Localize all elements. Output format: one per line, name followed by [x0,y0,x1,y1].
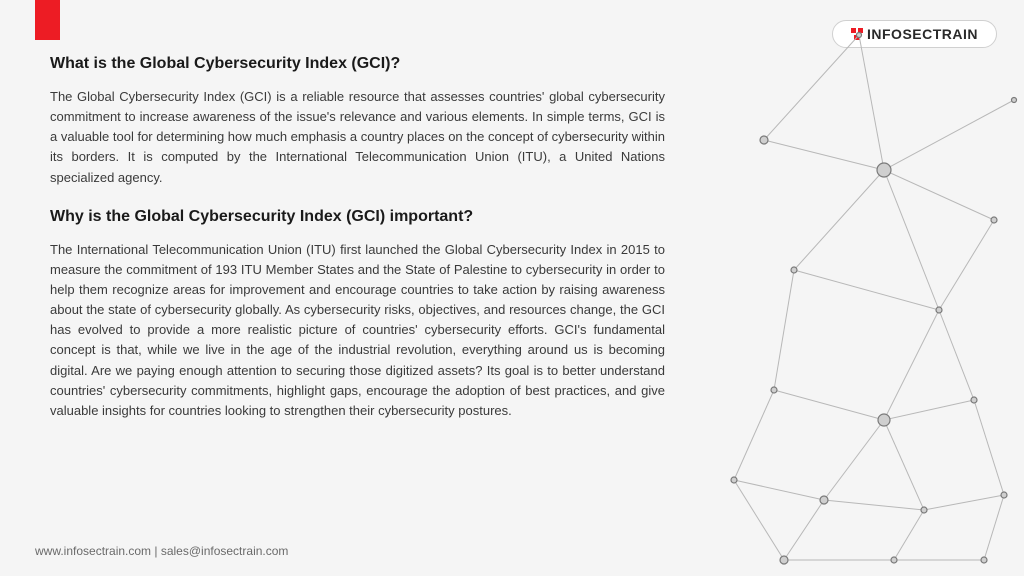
section-body-2: The International Telecommunication Unio… [50,240,665,421]
logo-text: INFOSECTRAIN [867,26,978,42]
footer-separator: | [151,544,161,558]
main-content: What is the Global Cybersecurity Index (… [50,55,665,441]
footer: www.infosectrain.com | sales@infosectrai… [35,544,288,558]
section-body-1: The Global Cybersecurity Index (GCI) is … [50,87,665,188]
accent-tab [35,0,60,40]
footer-website: www.infosectrain.com [35,544,151,558]
footer-email: sales@infosectrain.com [161,544,289,558]
logo-icon [851,28,863,40]
network-graphic [664,0,1024,576]
section-heading-2: Why is the Global Cybersecurity Index (G… [50,208,665,226]
brand-logo: INFOSECTRAIN [832,20,997,48]
section-heading-1: What is the Global Cybersecurity Index (… [50,55,665,73]
